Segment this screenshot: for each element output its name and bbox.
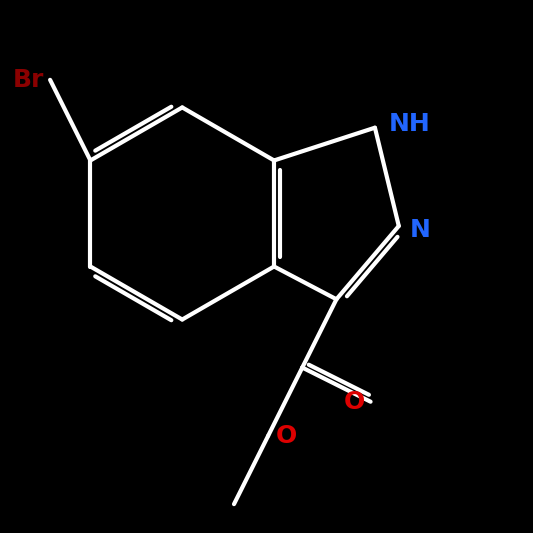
Text: N: N (409, 218, 430, 242)
Text: Br: Br (13, 68, 44, 92)
Text: O: O (276, 424, 297, 448)
Text: NH: NH (389, 112, 430, 136)
Text: O: O (344, 390, 365, 414)
